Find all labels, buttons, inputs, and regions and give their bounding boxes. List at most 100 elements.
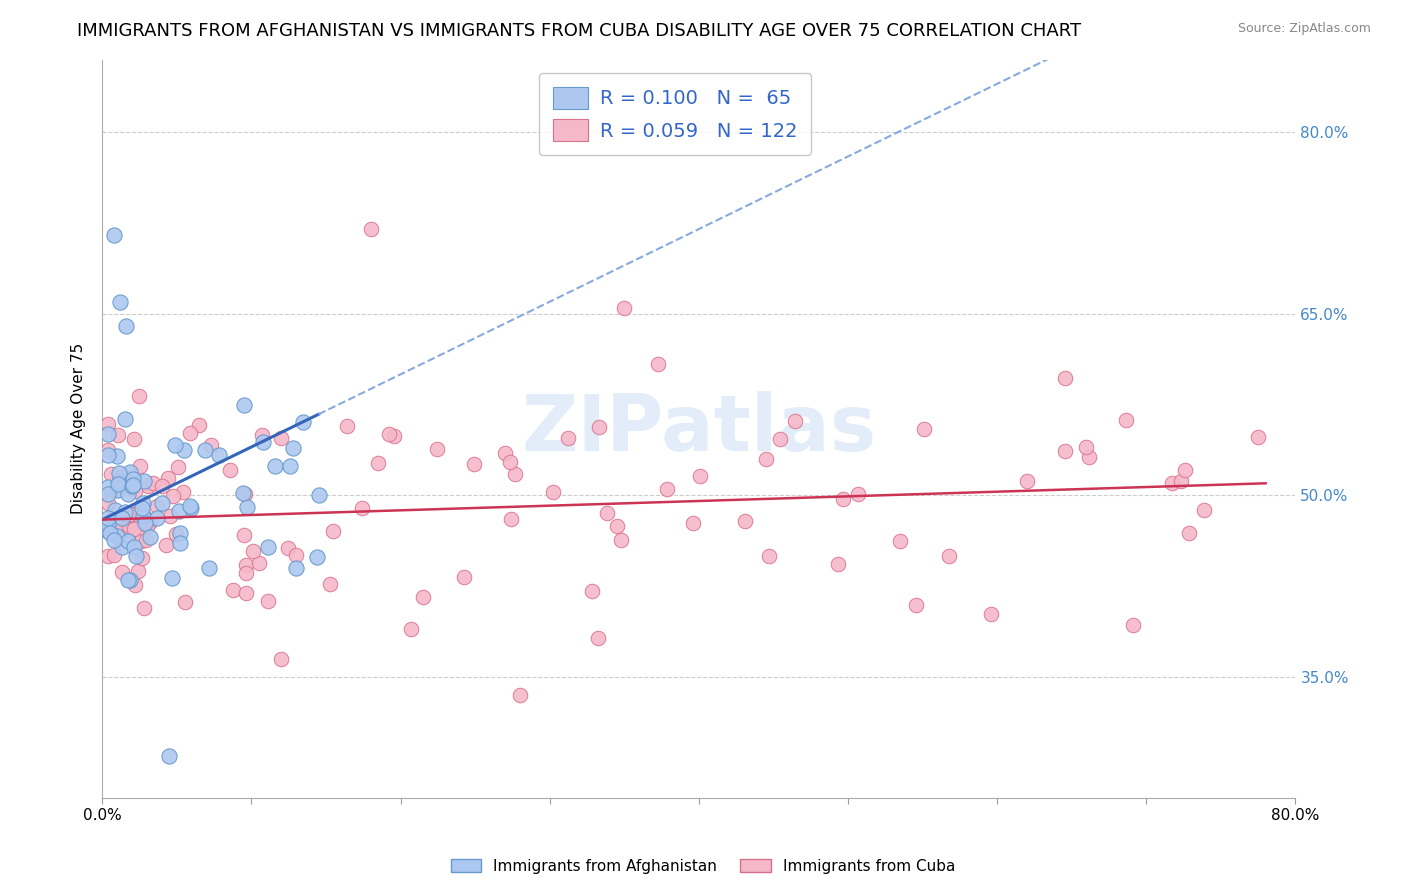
Point xyxy=(167,460,190,475)
Point xyxy=(463,457,485,471)
Point xyxy=(160,571,183,585)
Point xyxy=(120,524,142,538)
Point xyxy=(142,476,165,491)
Point xyxy=(117,533,139,548)
Point xyxy=(689,468,711,483)
Point xyxy=(105,528,128,542)
Point xyxy=(150,496,173,510)
Point xyxy=(97,516,120,531)
Point xyxy=(198,561,221,575)
Point xyxy=(827,557,849,571)
Point xyxy=(114,505,136,519)
Point xyxy=(120,573,142,587)
Point xyxy=(235,566,257,580)
Point xyxy=(610,533,633,547)
Point xyxy=(129,534,152,549)
Point xyxy=(165,527,187,541)
Point xyxy=(235,585,257,599)
Point xyxy=(134,474,156,488)
Point xyxy=(155,538,177,552)
Point xyxy=(169,504,191,518)
Point xyxy=(118,507,141,521)
Point xyxy=(1122,618,1144,632)
Point xyxy=(131,551,153,566)
Point xyxy=(108,294,131,309)
Point xyxy=(121,479,143,493)
Point xyxy=(277,541,299,555)
Point xyxy=(132,601,155,615)
Point xyxy=(336,418,359,433)
Point xyxy=(122,478,145,492)
Point xyxy=(367,456,389,470)
Point xyxy=(509,688,531,702)
Point xyxy=(247,557,270,571)
Point xyxy=(100,525,122,540)
Point xyxy=(114,470,136,484)
Point xyxy=(97,549,120,564)
Point xyxy=(285,560,308,574)
Point xyxy=(1161,476,1184,491)
Point xyxy=(111,565,134,579)
Text: Source: ZipAtlas.com: Source: ZipAtlas.com xyxy=(1237,22,1371,36)
Point xyxy=(250,428,273,442)
Point xyxy=(107,466,129,480)
Point xyxy=(105,449,128,463)
Point xyxy=(97,448,120,462)
Point xyxy=(232,528,254,542)
Point xyxy=(754,452,776,467)
Point xyxy=(122,432,145,446)
Point xyxy=(169,525,191,540)
Point xyxy=(233,487,256,501)
Point xyxy=(232,486,254,500)
Point xyxy=(124,577,146,591)
Y-axis label: Disability Age Over 75: Disability Age Over 75 xyxy=(72,343,86,515)
Point xyxy=(128,389,150,403)
Point xyxy=(135,533,157,548)
Point xyxy=(110,469,132,483)
Point xyxy=(322,524,344,538)
Point xyxy=(505,467,527,481)
Point xyxy=(499,455,522,469)
Point xyxy=(412,591,434,605)
Point xyxy=(165,438,187,452)
Point xyxy=(118,465,141,479)
Point xyxy=(785,414,807,428)
Point xyxy=(132,508,155,523)
Point xyxy=(139,530,162,544)
Point xyxy=(319,577,342,591)
Point xyxy=(257,594,280,608)
Point xyxy=(173,442,195,457)
Point xyxy=(157,748,180,763)
Point xyxy=(117,487,139,501)
Point xyxy=(179,426,201,441)
Point xyxy=(1192,503,1215,517)
Point xyxy=(1015,475,1038,489)
Point xyxy=(1247,430,1270,444)
Point xyxy=(1053,370,1076,384)
Point xyxy=(846,486,869,500)
Point xyxy=(588,420,610,434)
Point xyxy=(169,536,191,550)
Point xyxy=(912,422,935,436)
Point xyxy=(127,505,149,519)
Point xyxy=(138,515,160,529)
Point xyxy=(97,518,120,533)
Point xyxy=(103,228,125,243)
Point xyxy=(581,583,603,598)
Point xyxy=(132,496,155,510)
Point xyxy=(291,415,314,429)
Point xyxy=(97,426,120,441)
Point xyxy=(97,443,120,458)
Point xyxy=(557,431,579,445)
Point xyxy=(242,544,264,558)
Point xyxy=(270,431,292,445)
Point xyxy=(453,570,475,584)
Point xyxy=(122,522,145,536)
Point xyxy=(399,622,422,636)
Point xyxy=(104,483,127,497)
Point xyxy=(1174,463,1197,477)
Point xyxy=(97,417,120,431)
Point xyxy=(157,471,180,485)
Point xyxy=(350,500,373,515)
Point xyxy=(111,510,134,524)
